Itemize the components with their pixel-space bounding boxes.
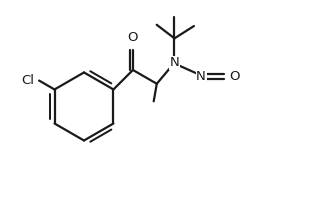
Text: Cl: Cl [21, 74, 34, 87]
Text: O: O [128, 31, 138, 44]
Text: N: N [196, 70, 206, 83]
Text: O: O [229, 70, 240, 83]
Text: N: N [170, 56, 180, 69]
